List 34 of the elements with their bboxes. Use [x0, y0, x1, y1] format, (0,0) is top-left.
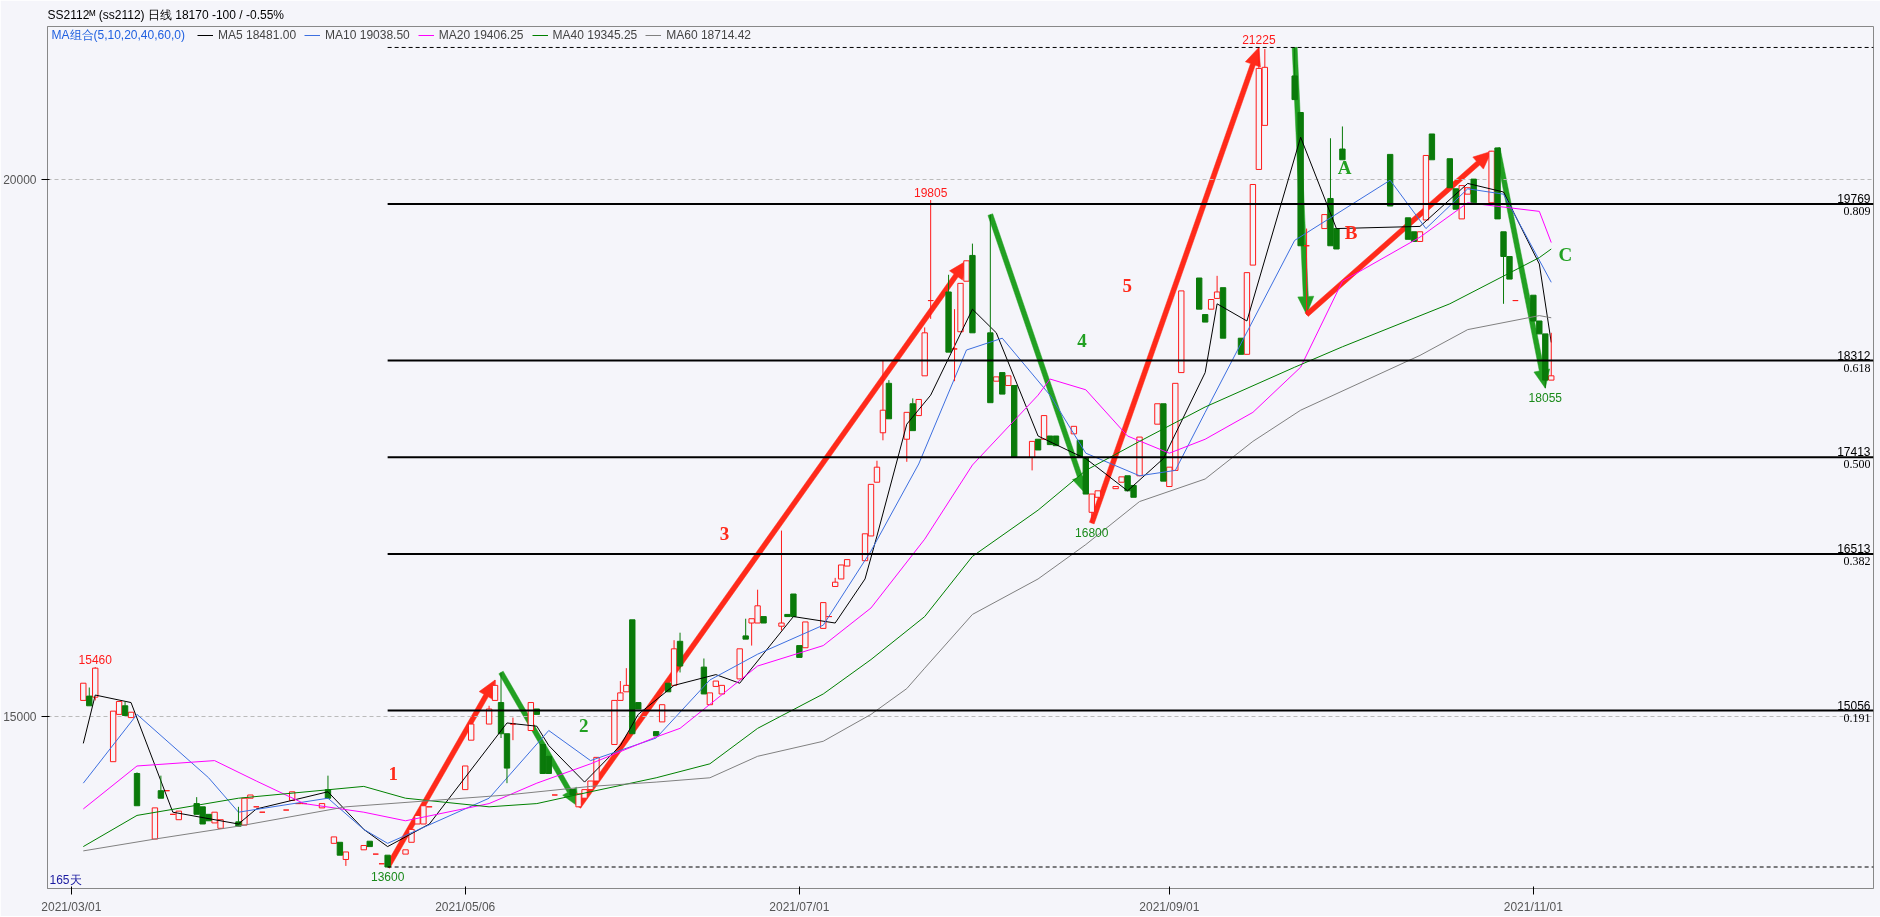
legend-label: MA5 18481.00: [218, 28, 297, 42]
annotation: 4: [1077, 329, 1088, 351]
annotation: 18055: [1528, 391, 1563, 406]
legend-label: MA20 19406.25: [438, 28, 524, 42]
chart-title: SS2112ᴹ (ss2112) 日线 18170 -100 / -0.55%: [47, 7, 285, 22]
x-tick-label: 2021/09/01: [1139, 899, 1200, 914]
x-tick-label: 2021/03/01: [41, 899, 102, 914]
annotation: A: [1337, 156, 1352, 178]
annotation: 2: [579, 715, 589, 737]
annotation: 15460: [78, 653, 113, 668]
annotation: 5: [1122, 274, 1133, 296]
y-tick-label: 20000: [3, 172, 37, 187]
ref-line-label: 15056 0.191: [1837, 698, 1871, 725]
annotation: 21225: [1242, 33, 1276, 48]
annotation: 1: [388, 762, 399, 784]
annotation: 13600: [370, 870, 405, 884]
x-tick-label: 2021/05/06: [435, 899, 496, 914]
y-tick-label: 15000: [3, 710, 37, 725]
ref-line-label: 17413 0.500: [1837, 445, 1871, 472]
legend-label: MA10 19038.50: [325, 28, 410, 42]
legend-label: MA60 18714.42: [666, 28, 751, 42]
ref-line-label: 18312 0.618: [1837, 348, 1871, 375]
annotation: 165天: [49, 872, 82, 887]
x-tick-label: 2021/11/01: [1503, 899, 1564, 914]
annotation: 16800: [1075, 526, 1109, 541]
annotation: 3: [719, 523, 730, 545]
annotation: B: [1344, 222, 1358, 244]
legend-label: MA40 19345.25: [552, 28, 638, 42]
ref-line-label: 19769 0.809: [1837, 191, 1871, 218]
chart-subtitle: MA组合(5,10,20,40,60,0): [51, 27, 185, 42]
annotation: C: [1558, 243, 1573, 265]
annotation: 19805: [913, 186, 948, 201]
ref-line-label: 16513 0.382: [1837, 541, 1871, 568]
x-tick-label: 2021/07/01: [769, 899, 830, 914]
